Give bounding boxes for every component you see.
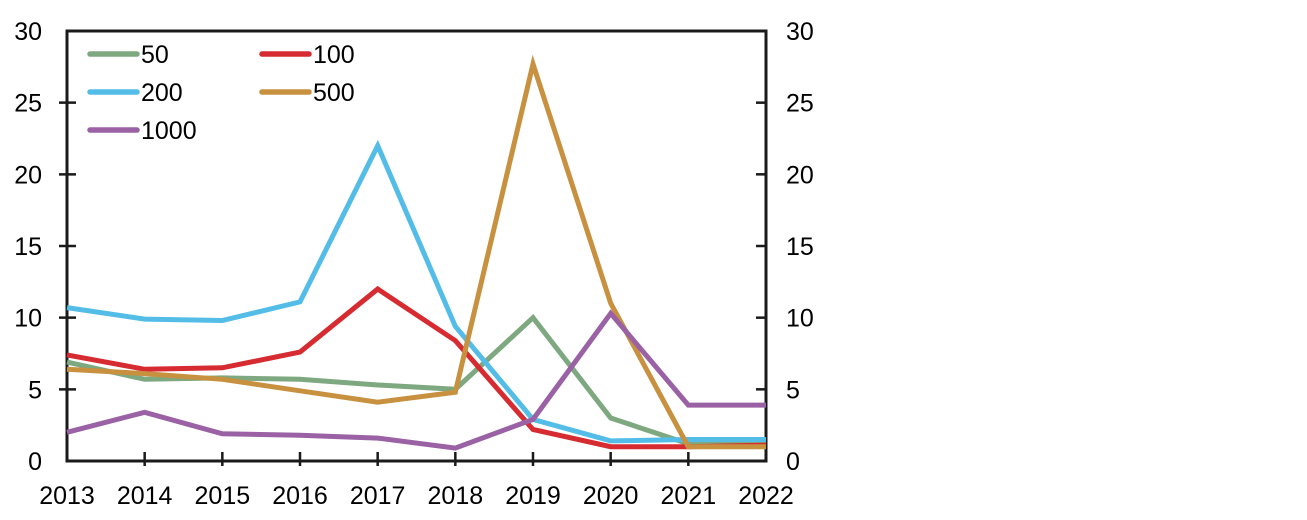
y-axis-label-left: 15 [14,233,42,261]
y-axis-label-left: 10 [14,305,42,333]
y-axis-label-left: 30 [14,18,42,46]
x-axis-label: 2022 [738,482,794,510]
y-axis-label-left: 0 [28,448,42,476]
series-line-100 [66,285,767,450]
x-axis-label: 2019 [505,482,561,510]
series-line-200 [66,139,766,444]
x-axis-label: 2021 [661,482,717,510]
y-axis-label-left: 5 [28,376,42,404]
series-line-500 [66,54,766,450]
series-line-50 [66,314,767,447]
x-axis-label: 2015 [195,482,251,510]
x-axis-label: 2017 [350,482,406,510]
series-line-1000 [66,309,766,451]
legend-label-1000: 1000 [141,117,197,145]
legend-label-500: 500 [313,79,355,107]
y-axis-label-left: 25 [14,90,42,118]
legend-label-200: 200 [141,79,183,107]
y-axis-label-right: 0 [786,448,800,476]
y-axis-label-left: 20 [14,161,42,189]
y-axis-label-right: 30 [786,18,814,46]
y-axis-label-right: 5 [786,376,800,404]
x-axis-label: 2018 [428,482,484,510]
x-axis-label: 2016 [272,482,328,510]
y-axis-label-right: 10 [786,305,814,333]
y-axis-label-right: 20 [786,161,814,189]
legend-label-50: 50 [141,41,169,69]
x-axis-label: 2020 [583,482,639,510]
x-axis-label: 2013 [39,482,95,510]
legend-label-100: 100 [313,41,355,69]
y-axis-label-right: 15 [786,233,814,261]
y-axis-label-right: 25 [786,90,814,118]
x-axis-label: 2014 [117,482,173,510]
